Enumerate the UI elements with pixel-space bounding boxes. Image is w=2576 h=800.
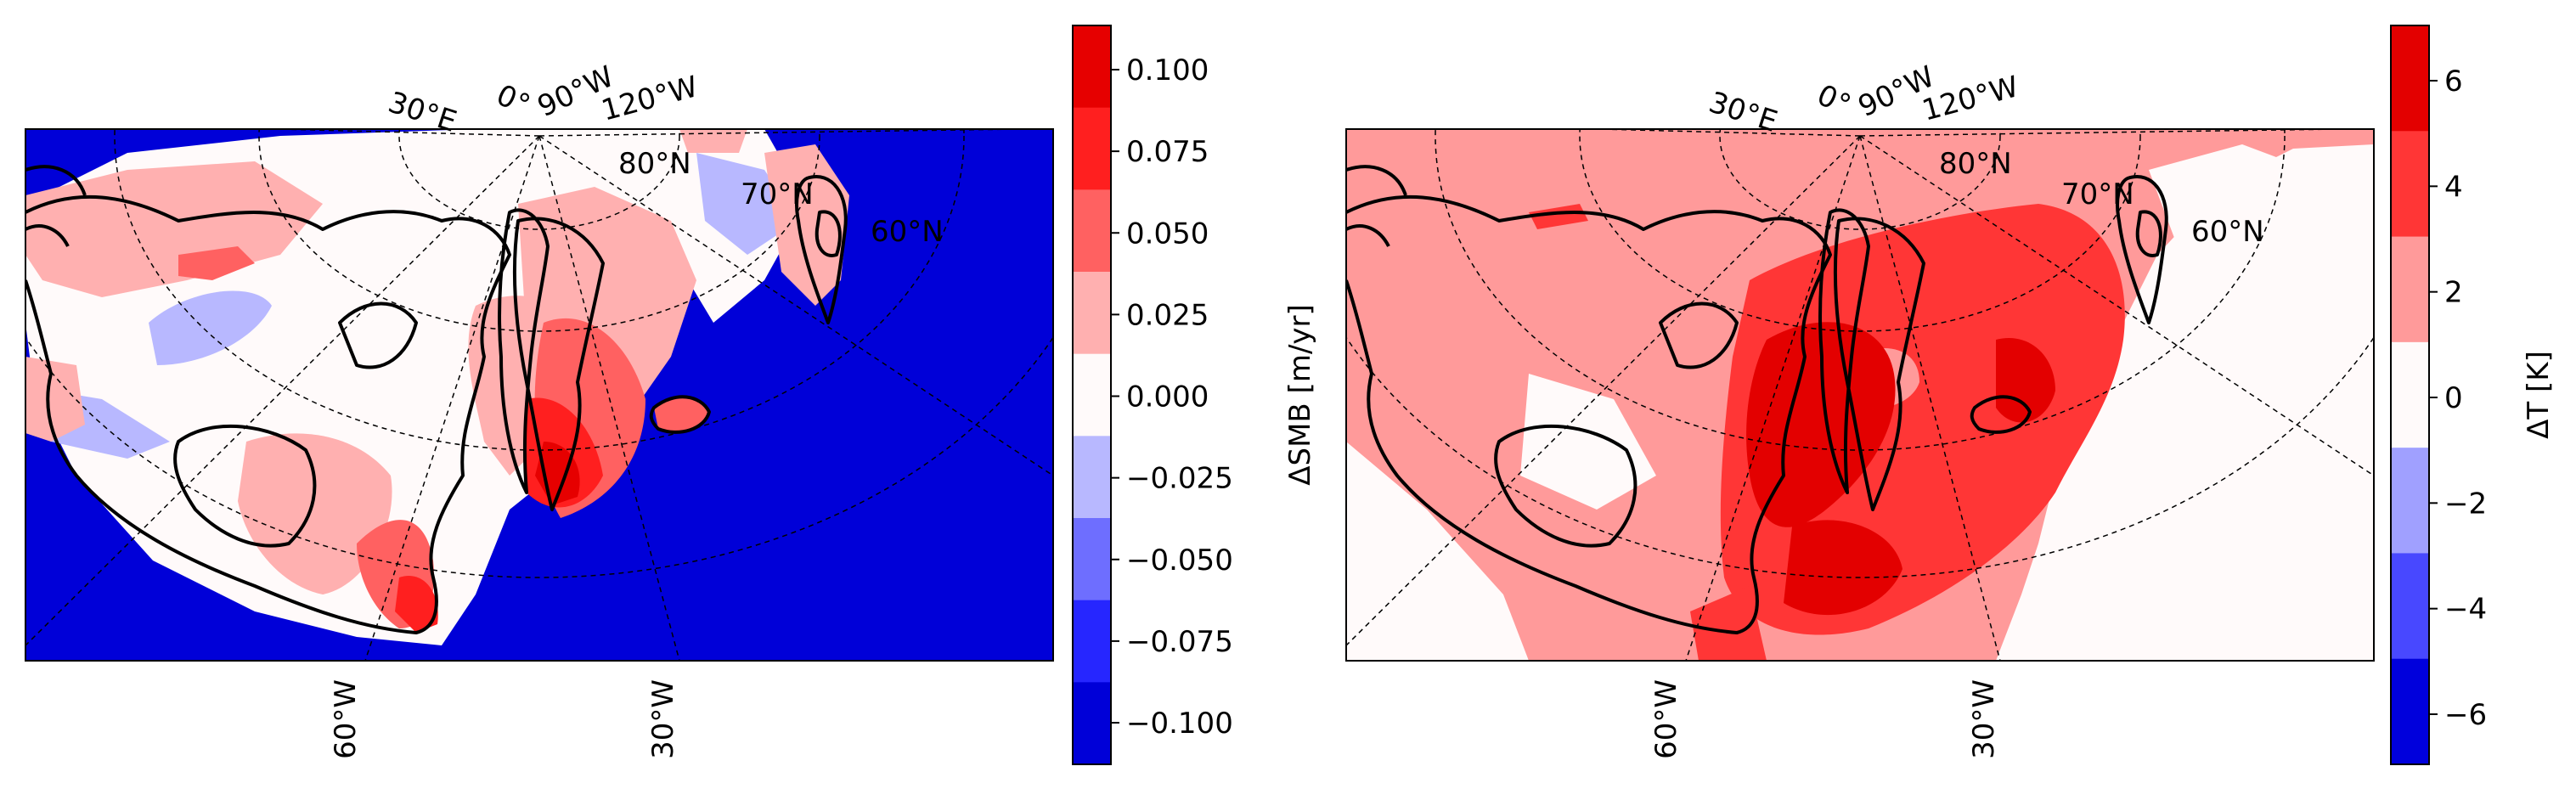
smb-colorbar-band [1073,682,1111,765]
smb-colorbar-band [1073,189,1111,273]
temp-lon-label-30w: 30°W [1967,679,2001,759]
smb-lat-label-80n: 80°N [618,147,691,181]
temp-lat-label-70n: 70°N [2061,177,2134,211]
smb-colorbar-tick-label: −0.050 [1126,544,1233,577]
temp-colorbar-tick-label: 2 [2444,276,2463,310]
temp-colorbar-band [2391,236,2429,343]
smb-colorbar-band [1073,107,1111,190]
smb-colorbar-tick-label: 0.100 [1126,54,1209,87]
smb-lon-label-30w: 30°W [646,679,680,759]
smb-lat-label-70n: 70°N [741,177,814,211]
temp-colorbar-tick-label: 0 [2444,381,2463,415]
smb-colorbar-band [1073,600,1111,683]
smb-colorbar-frame [1072,25,1112,765]
smb-colorbar-band [1073,436,1111,519]
temp-map-frame [1345,128,2375,662]
temp-lon-label-0: 0° [1812,78,1856,123]
smb-colorbar-label: ΔSMB [m/yr] [1283,304,1317,486]
smb-colorbar-tick-label: 0.050 [1126,217,1209,251]
temp-colorbar-label: ΔT [K] [2522,351,2556,439]
temp-colorbar-band [2391,25,2429,132]
smb-colorbar-band [1073,272,1111,355]
smb-coastlines [25,165,848,634]
temp-colorbar-frame [2390,25,2430,765]
smb-colorbar-tick-label: 0.025 [1126,298,1209,332]
smb-colorbar-tick-label: −0.100 [1126,707,1233,741]
temp-colorbar-tick-label: −6 [2444,698,2487,732]
smb-colorbar-ticks: 0.100 0.075 0.050 0.025 0.000 −0.025 −0.050 −0.… [1111,54,1233,741]
temp-colorbar-tick-label: 6 [2444,65,2463,99]
temp-lon-label-60w: 60°W [1649,679,1683,759]
temp-field [1346,129,2374,661]
smb-map-panel: 30°E 0° 90°W 120°W 80°N 70°N 60°N 60°W 3… [25,59,1054,759]
temp-colorbar: 6 4 2 0 −2 −4 −6 ΔT [K] [2390,25,2556,765]
smb-colorbar: 0.100 0.075 0.050 0.025 0.000 −0.025 −0.050 −0.… [1072,25,1317,765]
smb-map-frame [25,128,1054,662]
temp-colorbar-band [2391,131,2429,238]
temp-colorbar-tick-label: −2 [2444,487,2487,521]
temp-colorbar-band [2391,658,2429,765]
temp-coastlines [1346,165,2168,634]
temp-map-panel: 30°E 0° 90°W 120°W 80°N 70°N 60°N 60°W 3… [1345,59,2375,759]
smb-colorbar-bands [1073,25,1111,765]
smb-colorbar-tick-label: 0.075 [1126,135,1209,169]
smb-colorbar-band [1073,25,1111,109]
temp-colorbar-ticks: 6 4 2 0 −2 −4 −6 [2429,65,2487,732]
temp-colorbar-band [2391,341,2429,448]
temp-colorbar-tick-label: −4 [2444,593,2487,627]
temp-lat-label-60n: 60°N [2191,215,2264,249]
smb-colorbar-tick-label: 0.000 [1126,380,1209,414]
smb-lat-label-60n: 60°N [871,215,944,249]
smb-lon-label-60w: 60°W [329,679,363,759]
smb-field [25,129,1053,661]
temp-lat-label-80n: 80°N [1939,147,2012,181]
temp-colorbar-band [2391,553,2429,660]
temp-colorbar-band [2391,448,2429,554]
temp-colorbar-bands [2391,25,2429,765]
smb-colorbar-band [1073,518,1111,601]
smb-colorbar-tick-label: −0.025 [1126,462,1233,496]
smb-lon-label-0: 0° [491,78,535,123]
smb-colorbar-tick-label: −0.075 [1126,625,1233,659]
temp-colorbar-tick-label: 4 [2444,170,2463,204]
smb-colorbar-band [1073,353,1111,437]
